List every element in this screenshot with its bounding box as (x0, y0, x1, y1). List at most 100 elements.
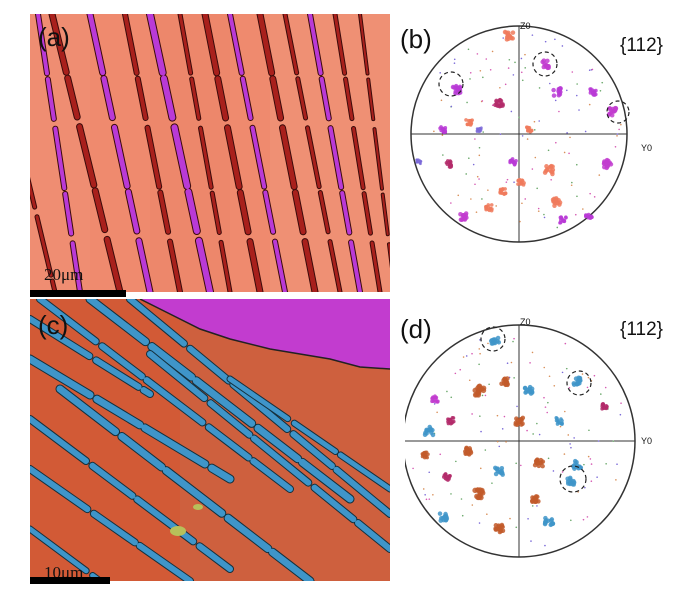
scale-bar-a (30, 290, 126, 297)
pole-scatter-dot (598, 174, 601, 176)
pole-scatter-dot (481, 394, 484, 397)
pole-scatter-dot (544, 544, 546, 547)
pole-scatter-dot (501, 428, 504, 430)
twin-lamella (178, 14, 232, 292)
pole-scatter-dot (534, 156, 537, 159)
pole-scatter-dot (531, 34, 534, 36)
pole-figure-d (405, 305, 695, 595)
pole-cluster (472, 487, 486, 501)
pole-scatter-dot (503, 415, 506, 418)
pole-scatter-dot (481, 100, 484, 102)
pole-scatter-dot (586, 386, 589, 389)
pole-scatter-dot (465, 173, 468, 175)
pole-scatter-dot (524, 67, 527, 69)
pole-scatter-dot (505, 181, 508, 183)
plane-label-b: {112} (620, 35, 663, 56)
pole-scatter-dot (537, 210, 540, 212)
pole-scatter-dot (465, 355, 468, 357)
pole-scatter-dot (548, 82, 551, 85)
pole-scatter-dot (513, 377, 515, 379)
twin-lamella (37, 299, 293, 492)
small-grain (170, 526, 186, 536)
pole-scatter-dot (524, 198, 527, 200)
pole-scatter-dot (616, 133, 619, 135)
pole-cluster (551, 86, 563, 98)
pole-scatter-dot (547, 401, 549, 404)
pole-scatter-dot (479, 69, 482, 72)
pole-scatter-dot (507, 67, 510, 69)
pole-cluster (540, 58, 551, 71)
pole-cluster (516, 177, 526, 187)
twin-lamella (257, 14, 318, 292)
pole-cluster (529, 494, 541, 505)
panel-label-d: (d) (400, 314, 432, 344)
scale-bar-label-a: 20μm (44, 265, 84, 284)
ebsd-map-c (30, 299, 390, 581)
pole-scatter-dot (575, 94, 578, 97)
pole-scatter-dot (468, 379, 471, 382)
twin-lamella (30, 466, 193, 581)
pole-scatter-dot (530, 540, 532, 542)
pole-scatter-dot (469, 78, 471, 80)
pole-scatter-dot (554, 38, 556, 41)
pole-scatter-dot (543, 396, 545, 399)
grain-boundary (139, 299, 390, 370)
twin-lamella (49, 14, 123, 292)
pole-scatter-dot (612, 440, 615, 442)
pole-scatter-dot (566, 89, 568, 92)
pole-scatter-dot (581, 373, 584, 375)
axis-label-b-right: Y0 (641, 143, 653, 153)
pole-scatter-dot (589, 192, 591, 195)
pole-scatter-dot (450, 396, 453, 399)
pole-scatter-dot (478, 178, 480, 180)
pole-scatter-dot (513, 181, 515, 183)
pole-scatter-dot (561, 371, 564, 374)
twin-lamella (123, 14, 182, 292)
pole-scatter-dot (482, 131, 484, 133)
panel-label-b: (b) (400, 24, 432, 54)
pole-scatter-dot (472, 163, 475, 166)
twin-lamella (30, 181, 57, 292)
pole-scatter-dot (543, 216, 546, 219)
pole-scatter-dot (538, 120, 541, 122)
pole-scatter-dot (571, 71, 574, 73)
pole-scatter-dot (552, 470, 555, 472)
pole-scatter-dot (584, 486, 586, 489)
pole-scatter-dot (459, 368, 462, 371)
pole-scatter-dot (561, 45, 564, 47)
pole-scatter-dot (519, 220, 521, 223)
pole-scatter-dot (433, 130, 435, 133)
pole-cluster (571, 375, 583, 387)
twin-lamella (127, 299, 390, 517)
pole-scatter-dot (471, 352, 473, 355)
pole-cluster (437, 511, 450, 523)
pole-scatter-dot (553, 385, 556, 387)
twin-lamella (308, 14, 362, 292)
pole-scatter-dot (588, 429, 590, 432)
pole-scatter-dot (588, 103, 591, 106)
pole-cluster (600, 402, 609, 411)
pole-scatter-dot (489, 68, 492, 71)
pole-cluster (554, 416, 564, 426)
pole-scatter-dot (487, 189, 489, 191)
pole-scatter-dot (538, 433, 541, 436)
pole-scatter-dot (616, 135, 618, 137)
pole-scatter-dot (491, 50, 494, 53)
pole-scatter-dot (559, 425, 562, 428)
panel-label-c: (c) (38, 310, 69, 340)
pole-scatter-dot (561, 471, 564, 473)
ebsd-map-c-image (30, 299, 390, 581)
pole-scatter-dot (474, 138, 476, 140)
pole-scatter-dot (471, 413, 473, 415)
pole-cluster (444, 159, 454, 169)
pole-cluster (584, 212, 594, 220)
pole-scatter-dot (496, 440, 499, 443)
pole-scatter-dot (620, 402, 622, 404)
pole-scatter-dot (513, 337, 515, 340)
ebsd-map-a-image (30, 14, 390, 292)
pole-scatter-dot (478, 154, 481, 157)
pole-scatter-dot (512, 340, 514, 343)
pole-cluster (472, 383, 487, 398)
pole-scatter-dot (512, 74, 515, 76)
pole-scatter-dot (616, 463, 618, 466)
